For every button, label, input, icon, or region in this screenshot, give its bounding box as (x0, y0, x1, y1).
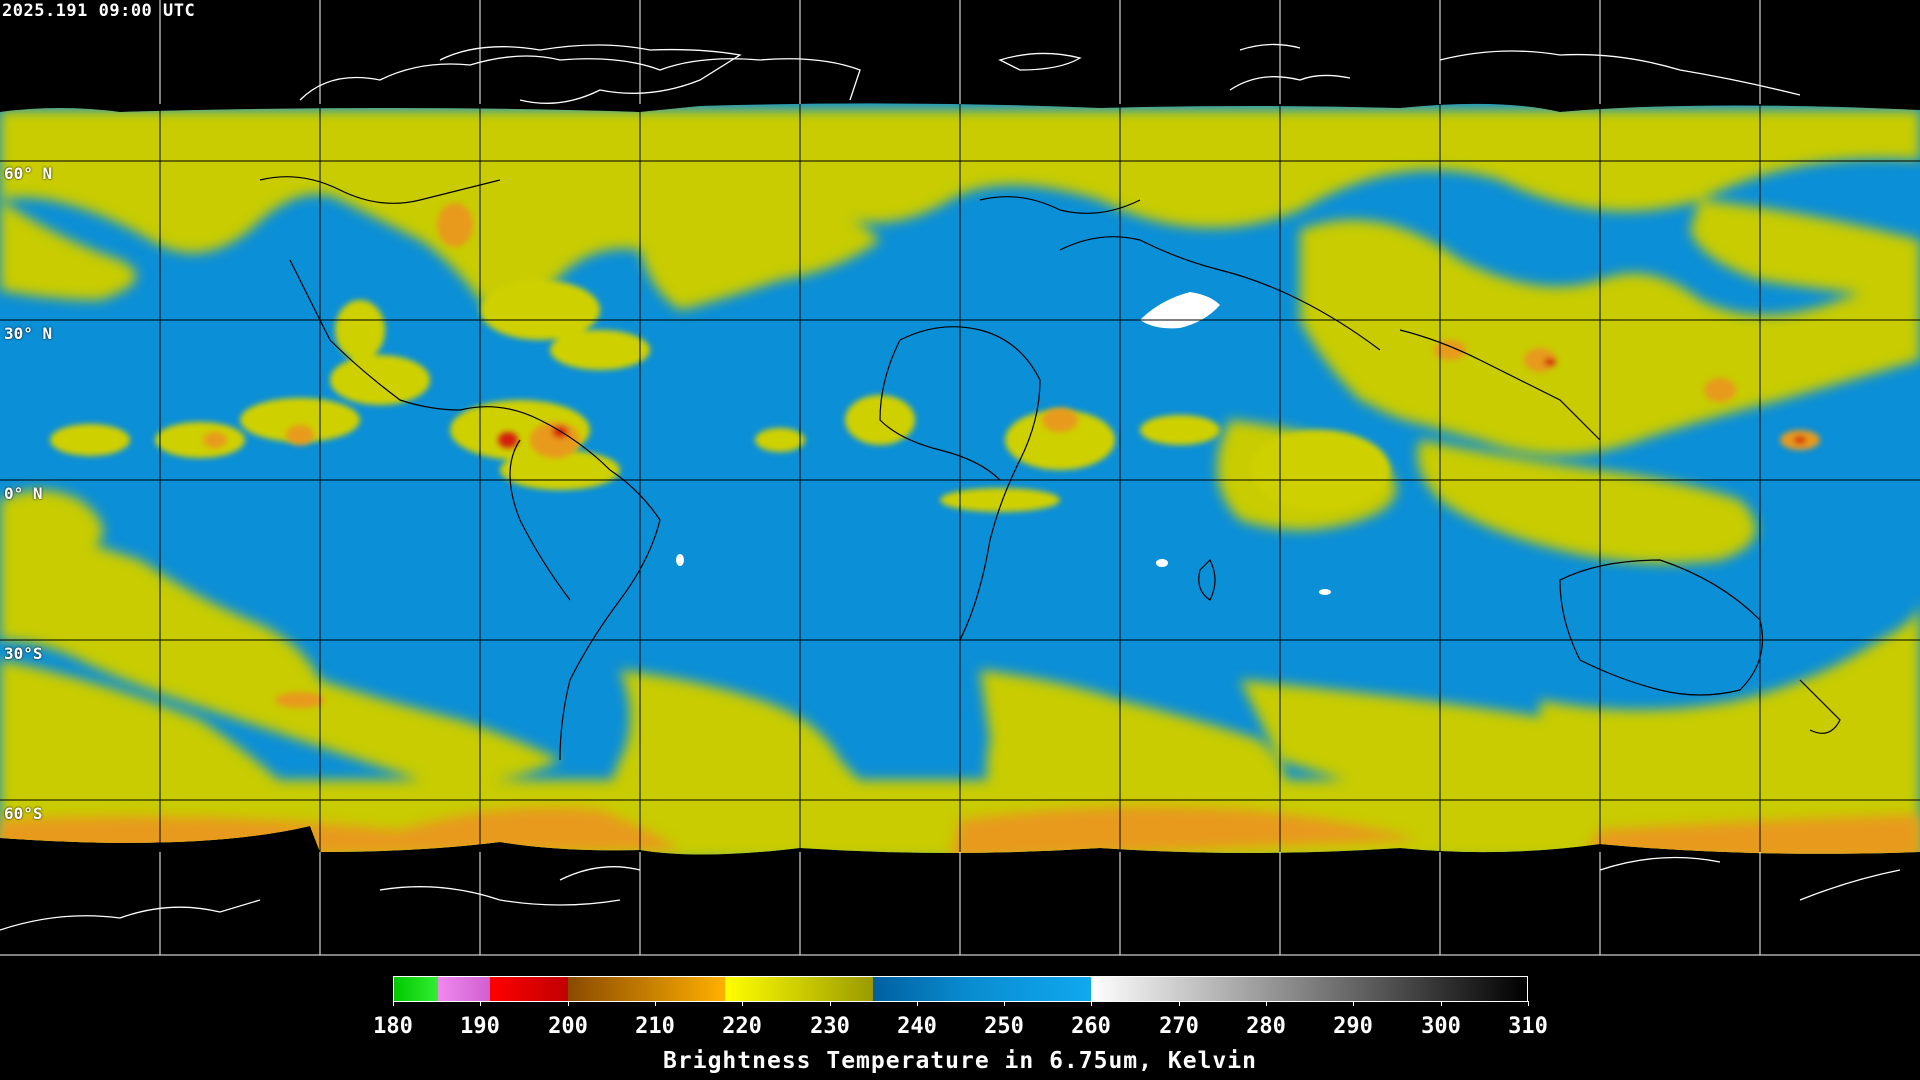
colorbar-segment (489, 977, 569, 1001)
colorbar (393, 976, 1528, 1002)
colorbar-tick (742, 1001, 743, 1006)
colorbar-tick (1441, 1001, 1442, 1006)
colorbar-tick (917, 1001, 918, 1006)
colorbar-tick-label: 250 (984, 1014, 1024, 1039)
continental-coastlines (259, 176, 1841, 761)
colorbar-tick-label: 290 (1333, 1014, 1373, 1039)
lat-label-30s: 30°S (4, 644, 43, 663)
meridian-lines (159, 0, 1761, 960)
colorbar-segment (969, 977, 1092, 1001)
colorbar-tick-label: 270 (1159, 1014, 1199, 1039)
colorbar-tick-label: 240 (897, 1014, 937, 1039)
colorbar-tick (393, 1001, 394, 1006)
colorbar-tick-label: 200 (548, 1014, 588, 1039)
colorbar-tick (568, 1001, 569, 1006)
colorbar-tick-label: 230 (810, 1014, 850, 1039)
colorbar-tick-label: 190 (460, 1014, 500, 1039)
colorbar-segment (394, 977, 438, 1001)
colorbar-tick (830, 1001, 831, 1006)
grid-on-background (0, 0, 1920, 956)
colorbar-tick-label: 310 (1508, 1014, 1548, 1039)
colorbar-segment (568, 977, 726, 1001)
colorbar-tick-label: 220 (722, 1014, 762, 1039)
colorbar-segment (437, 977, 490, 1001)
colorbar-tick (480, 1001, 481, 1006)
colorbar-title: Brightness Temperature in 6.75um, Kelvin (663, 1048, 1257, 1074)
colorbar-tick-label: 210 (635, 1014, 675, 1039)
colorbar-tick (1266, 1001, 1267, 1006)
colorbar-tick-label: 180 (373, 1014, 413, 1039)
lat-label-30n: 30° N (4, 324, 53, 343)
timestamp-label: 2025.191 09:00 UTC (2, 1, 196, 21)
colorbar-tick (1179, 1001, 1180, 1006)
colorbar-segment (725, 977, 874, 1001)
convective-cores (203, 203, 1820, 708)
polar-coastlines (0, 43, 1901, 931)
colorbar-tick (655, 1001, 656, 1006)
colorbar-tick (1528, 1001, 1529, 1006)
very-dry-areas (676, 292, 1331, 595)
colorbar-tick (1353, 1001, 1354, 1006)
colorbar-segment (1091, 977, 1527, 1001)
colorbar-tick (1091, 1001, 1092, 1006)
lat-label-0n: 0° N (4, 484, 43, 503)
colorbar-tick-label: 300 (1421, 1014, 1461, 1039)
lat-label-60s: 60°S (4, 804, 43, 823)
colorbar-tick-label: 280 (1246, 1014, 1286, 1039)
colorbar-segment (873, 977, 970, 1001)
colorbar-tick-label: 260 (1071, 1014, 1111, 1039)
colorbar-tick (1004, 1001, 1005, 1006)
lat-label-60n: 60° N (4, 164, 53, 183)
water-vapor-map (0, 0, 1920, 960)
